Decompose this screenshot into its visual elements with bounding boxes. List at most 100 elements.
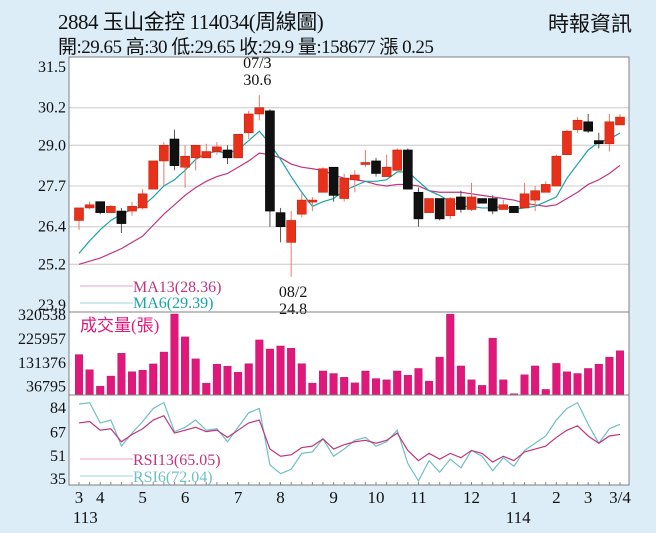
volume-bar [425, 380, 434, 396]
candle-up [562, 130, 572, 155]
volume-bar [361, 370, 370, 396]
volume-axis-label: 36795 [26, 379, 66, 396]
rsi-axis-label: 51 [50, 448, 66, 465]
volume-bar [149, 363, 158, 396]
candle-down [434, 198, 445, 220]
rsi13-legend: RSI13(65.05) [133, 452, 221, 469]
candle-down [275, 212, 286, 228]
rsi-axis-label: 84 [50, 400, 66, 417]
price-axis-label: 31.5 [38, 59, 66, 76]
volume-title: 成交量(張) [80, 316, 159, 335]
candle-up [190, 144, 201, 159]
ohlc-summary: 開:29.65 高:30 低:29.65 收:29.9 量:158677 漲 0… [58, 37, 434, 58]
volume-bar [382, 379, 391, 396]
volume-bar [202, 382, 211, 396]
rsi13-line [78, 414, 621, 463]
brand-label: 時報資訊 [548, 12, 632, 36]
volume-bar [287, 348, 296, 396]
volume-axis-label: 131376 [18, 355, 66, 372]
candle-up [159, 144, 169, 162]
candle-up [615, 116, 625, 126]
candle-up [201, 151, 212, 159]
volume-axis-label: 320538 [18, 307, 66, 324]
candle-up [286, 220, 296, 243]
x-axis-label: 3 [75, 488, 84, 507]
x-axis-label: 11 [410, 488, 426, 507]
candle-down [95, 201, 106, 213]
price-axis-label: 23.9 [38, 297, 66, 314]
chart-title: 2884 玉山金控 114034(周線圖) [58, 10, 324, 34]
candle-up [74, 207, 84, 221]
candle-up [530, 190, 540, 201]
volume-bar [276, 345, 285, 396]
price-axis-label: 25.2 [38, 256, 66, 273]
plot-area [69, 57, 629, 485]
volume-bar [446, 313, 455, 396]
low-value-label: 24.8 [279, 301, 307, 318]
candle-up [519, 193, 530, 209]
volume-bar [456, 365, 465, 396]
candle-up [604, 121, 615, 145]
candle-down [477, 198, 487, 204]
candle-up [445, 198, 456, 217]
price-axis-label: 26.4 [38, 219, 66, 236]
volume-bar [329, 373, 338, 396]
candle-up [233, 134, 243, 159]
volume-bar [393, 370, 402, 396]
x-axis-label: 3 [584, 488, 593, 507]
candle-up [424, 198, 434, 213]
ma13-legend: MA13(28.36) [133, 279, 221, 296]
volume-bar [573, 373, 582, 396]
candle-down [456, 196, 466, 210]
volume-bar [128, 371, 137, 396]
volume-bar [531, 365, 540, 396]
candle-up [498, 204, 509, 210]
candle-up [392, 149, 403, 171]
high-value-label: 30.6 [243, 72, 271, 89]
volume-bar [541, 389, 550, 396]
candle-down [371, 160, 381, 174]
volume-bar [552, 363, 561, 396]
candle-up [84, 204, 95, 209]
candle-down [265, 110, 275, 212]
candle-up [127, 206, 137, 212]
volume-bar [297, 363, 306, 396]
x-axis-label: 6 [181, 488, 190, 507]
volume-bar [106, 375, 115, 396]
volume-bar [499, 379, 508, 396]
volume-bar [85, 369, 94, 396]
volume-bar [562, 371, 571, 396]
rsi-axis-label: 35 [50, 471, 66, 488]
candle-up [381, 166, 392, 177]
candle-up [466, 196, 477, 210]
volume-bar [318, 370, 327, 396]
candle-up [148, 160, 159, 190]
volume-bar [478, 385, 487, 396]
volume-bar [520, 374, 529, 396]
x-axis-label: 5 [138, 488, 147, 507]
volume-bar [96, 385, 105, 396]
volume-bar [191, 358, 200, 396]
candle-up [540, 184, 551, 193]
volume-axis-label: 225957 [18, 331, 66, 348]
x-axis-label: 3/4 [609, 488, 631, 507]
candle-up [339, 177, 349, 199]
candle-up [307, 199, 318, 203]
volume-bar [138, 370, 147, 396]
candle-up [296, 199, 307, 215]
year-label: 114 [506, 508, 531, 527]
volume-bar [212, 363, 221, 396]
x-axis-label: 10 [368, 488, 385, 507]
ma6-line [78, 130, 621, 254]
volume-bar [414, 368, 423, 396]
rsi6-legend: RSI6(72.04) [133, 469, 213, 486]
x-axis-label: 2 [552, 488, 561, 507]
candle-up [254, 107, 265, 115]
candle-up [551, 155, 562, 187]
volume-bar [403, 375, 412, 396]
candle-up [318, 168, 328, 193]
x-axis-label: 9 [329, 488, 338, 507]
candle-down [116, 210, 127, 224]
rsi6-line [78, 401, 621, 483]
volume-bar [255, 339, 264, 396]
